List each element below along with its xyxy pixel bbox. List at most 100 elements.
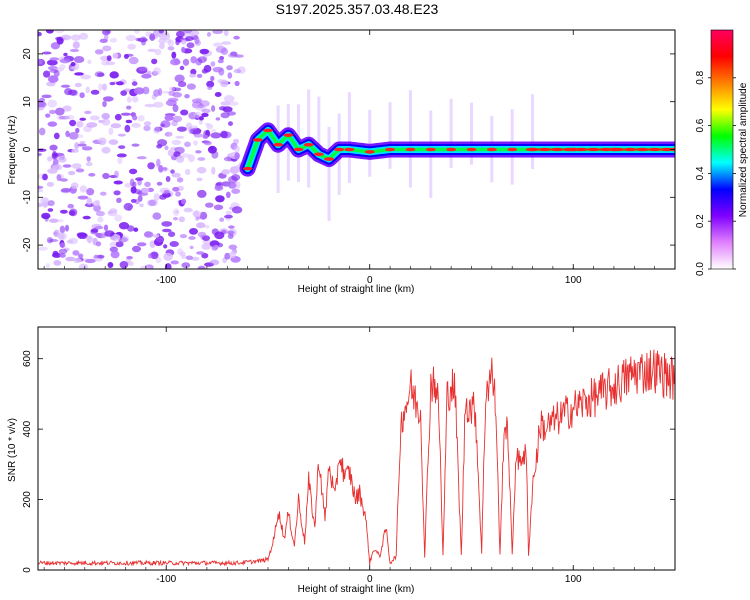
noise-speckle — [224, 252, 231, 260]
noise-speckle — [63, 52, 68, 57]
signal-core — [273, 142, 284, 147]
noise-speckle — [70, 34, 81, 41]
noise-speckle — [65, 256, 76, 262]
colorbar-ticks: 0.0 0.2 0.4 0.6 0.8 — [695, 70, 736, 276]
noise-speckle — [102, 83, 107, 91]
noise-speckle — [77, 195, 89, 200]
signal-streak — [388, 102, 392, 169]
noise-speckle — [211, 129, 217, 132]
noise-speckle — [173, 151, 181, 157]
noise-speckle — [109, 208, 118, 214]
noise-speckle — [38, 58, 43, 65]
noise-speckle — [206, 80, 215, 88]
noise-speckle — [108, 139, 119, 145]
noise-speckle — [162, 228, 172, 233]
noise-speckle — [96, 254, 105, 259]
noise-speckle — [124, 53, 134, 57]
colorbar-tick-label: 0.6 — [695, 118, 706, 132]
spectrogram-y-tick-label: -10 — [22, 190, 33, 205]
noise-speckle — [129, 168, 138, 175]
noise-speckle — [180, 109, 189, 116]
noise-speckle — [46, 30, 54, 34]
noise-speckle — [227, 53, 239, 58]
noise-speckle — [45, 263, 51, 268]
noise-speckle — [168, 90, 176, 96]
noise-speckle — [141, 187, 150, 194]
snr-y-tick-label: 600 — [22, 350, 33, 367]
noise-speckle — [207, 86, 213, 90]
snr-x-tick-label: 0 — [367, 574, 373, 585]
noise-speckle — [47, 121, 58, 127]
noise-speckle — [46, 181, 55, 187]
noise-speckle — [120, 112, 131, 116]
noise-speckle — [234, 152, 240, 160]
noise-speckle — [132, 245, 141, 253]
noise-speckle — [227, 182, 237, 189]
noise-speckle — [87, 59, 92, 64]
noise-speckle — [233, 35, 240, 40]
noise-speckle — [181, 39, 187, 45]
noise-speckle — [72, 41, 80, 49]
noise-speckle — [201, 112, 209, 118]
noise-speckle — [77, 143, 87, 147]
noise-speckle — [175, 210, 179, 214]
noise-speckle — [42, 173, 48, 181]
spectrogram-x-tick-label: -100 — [156, 275, 176, 286]
figure-title: S197.2025.357.03.48.E23 — [276, 1, 439, 17]
noise-speckle — [203, 64, 212, 73]
noise-speckle — [233, 145, 240, 154]
noise-speckle — [231, 188, 241, 194]
noise-speckle — [185, 122, 193, 130]
snr-y-ticks: 0 200 400 600 — [22, 350, 675, 573]
noise-speckle — [197, 157, 206, 161]
noise-speckle — [48, 239, 59, 242]
noise-speckle — [155, 256, 162, 264]
noise-speckle — [104, 230, 115, 237]
noise-speckle — [132, 181, 137, 188]
noise-speckle — [152, 101, 164, 108]
noise-speckle — [59, 225, 66, 234]
noise-speckle — [143, 121, 152, 126]
noise-speckle — [38, 152, 42, 157]
noise-speckle — [60, 187, 71, 193]
noise-speckle — [48, 218, 59, 223]
noise-speckle — [163, 252, 173, 261]
snr-panel: -100 0 100 0 200 400 600 Height of straight l… — [7, 326, 676, 595]
noise-speckle — [75, 127, 80, 134]
noise-speckle — [206, 123, 214, 130]
signal-core — [598, 147, 613, 152]
signal-core — [334, 147, 345, 152]
noise-speckle — [38, 31, 42, 37]
noise-speckle — [221, 169, 230, 175]
signal-core — [537, 147, 552, 152]
colorbar: 0.0 0.2 0.4 0.6 0.8 Normalized spectral ampl… — [695, 29, 749, 276]
noise-speckle — [167, 149, 175, 157]
noise-speckle — [181, 46, 186, 53]
noise-speckle — [225, 210, 232, 216]
noise-speckle — [227, 230, 235, 235]
noise-speckle — [228, 101, 239, 106]
signal-streak — [347, 92, 351, 183]
noise-speckle — [170, 169, 175, 174]
noise-speckle — [127, 43, 136, 50]
noise-speckle — [47, 156, 53, 162]
noise-speckle — [164, 131, 173, 137]
noise-speckle — [95, 232, 103, 237]
noise-speckle — [135, 177, 144, 181]
noise-speckle — [141, 73, 152, 79]
snr-y-tick-label: 0 — [22, 567, 33, 573]
noise-speckle — [115, 81, 124, 86]
noise-speckle — [203, 141, 212, 146]
noise-speckle — [191, 125, 198, 130]
signal-core — [242, 166, 253, 171]
noise-speckle — [165, 176, 171, 182]
noise-speckle — [213, 42, 223, 47]
noise-speckle — [86, 197, 93, 205]
noise-speckle — [220, 47, 229, 56]
signal-core — [574, 147, 589, 152]
snr-y-tick-label: 200 — [22, 491, 33, 508]
noise-speckle — [58, 115, 70, 120]
noise-speckle — [201, 252, 209, 259]
noise-speckle — [48, 109, 57, 115]
